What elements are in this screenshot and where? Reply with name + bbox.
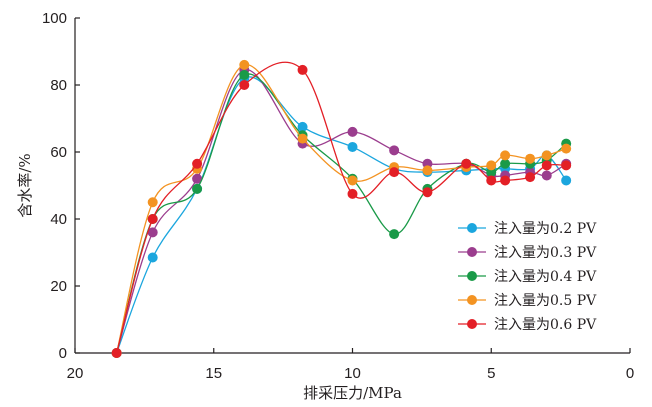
data-point [525, 172, 536, 183]
y-tick-label: 20 [50, 278, 67, 295]
data-point [389, 167, 400, 178]
data-point [239, 80, 250, 90]
series-4 [111, 59, 572, 358]
data-point [347, 175, 358, 186]
legend-item: 注入量为0.4 PV [458, 269, 597, 285]
series-5 [111, 61, 572, 358]
data-point [500, 150, 511, 161]
data-point [147, 227, 158, 238]
series-layer [111, 59, 572, 358]
x-axis-title: 排采压力/MPa [303, 384, 402, 402]
data-point [192, 173, 203, 184]
x-tick-label: 0 [626, 365, 634, 382]
x-tick-label: 15 [205, 365, 222, 382]
data-point [422, 187, 433, 198]
data-point [561, 175, 572, 186]
y-tick-label: 100 [42, 10, 67, 27]
data-point [541, 150, 552, 161]
data-point [500, 175, 511, 186]
data-point [297, 133, 308, 144]
y-tick-label: 40 [50, 211, 67, 228]
data-point [147, 252, 158, 263]
data-point [461, 158, 472, 169]
legend-item: 注入量为0.5 PV [458, 293, 597, 309]
legend-marker [467, 319, 477, 329]
data-point [561, 143, 572, 154]
legend-marker [467, 247, 477, 257]
data-point [422, 165, 433, 176]
legend-marker [467, 295, 477, 305]
legend-label: 注入量为0.3 PV [494, 245, 597, 261]
y-tick-label: 80 [50, 77, 67, 94]
data-point [239, 59, 250, 70]
y-tick-label: 60 [50, 144, 67, 161]
y-tick-label: 0 [59, 345, 67, 362]
legend-item: 注入量为0.3 PV [458, 245, 597, 261]
data-point [561, 160, 572, 171]
data-point [111, 348, 122, 358]
series-line [116, 73, 567, 354]
x-tick-label: 20 [67, 365, 84, 382]
legend: 注入量为0.2 PV 注入量为0.3 PV 注入量为0.4 PV 注入量为0.5 PV… [458, 221, 597, 333]
data-point [541, 170, 552, 181]
data-point [389, 145, 400, 156]
legend-marker [467, 223, 477, 233]
series-line [116, 76, 567, 354]
data-point [486, 175, 497, 186]
data-point [192, 158, 203, 169]
series-3 [111, 69, 572, 358]
legend-marker [467, 271, 477, 281]
data-point [297, 121, 308, 132]
legend-label: 注入量为0.5 PV [494, 293, 597, 309]
y-axis-title: 含水率/% [16, 153, 34, 217]
data-point [347, 188, 358, 199]
data-point [525, 153, 536, 164]
x-tick-label: 5 [487, 365, 495, 382]
legend-label: 注入量为0.4 PV [494, 269, 597, 285]
data-point [347, 141, 358, 152]
x-tick-label: 10 [344, 365, 361, 382]
legend-item: 注入量为0.2 PV [458, 221, 597, 237]
series-line [115, 64, 567, 354]
legend-label: 注入量为0.6 PV [494, 317, 597, 333]
data-point [192, 183, 203, 194]
data-point [541, 160, 552, 171]
data-point [347, 126, 358, 137]
data-point [389, 229, 400, 240]
data-point [297, 64, 308, 75]
legend-item: 注入量为0.6 PV [458, 317, 597, 333]
series-2 [111, 64, 572, 358]
series-line [116, 61, 567, 354]
series-1 [111, 73, 572, 358]
data-point [500, 158, 511, 169]
data-point [486, 160, 497, 171]
data-point [147, 197, 158, 208]
data-point [147, 214, 158, 224]
data-point [239, 69, 250, 80]
legend-label: 注入量为0.2 PV [494, 221, 597, 237]
